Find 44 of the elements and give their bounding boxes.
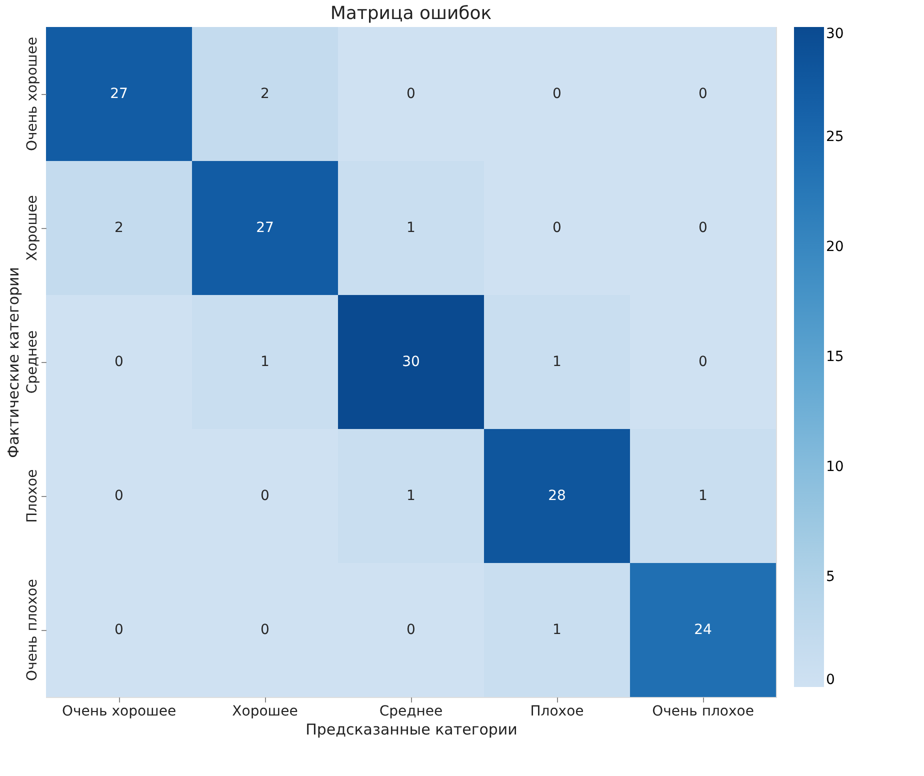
data-label: 1: [552, 354, 562, 370]
color-bar-label: 5: [826, 569, 835, 585]
x-tick-label: Хорошее: [232, 704, 298, 720]
data-label: 2: [114, 220, 124, 236]
data-label: 0: [552, 220, 562, 236]
data-label: 0: [114, 488, 124, 504]
color-bar-label: 10: [826, 459, 844, 475]
y-tick-label: Плохое: [24, 469, 40, 523]
data-label: 0: [406, 86, 416, 102]
x-tick-label: Плохое: [530, 704, 584, 720]
data-label: 1: [698, 488, 708, 504]
data-label: 0: [406, 622, 416, 638]
data-label: 1: [260, 354, 270, 370]
data-label: 0: [114, 354, 124, 370]
y-tick-label: Среднее: [24, 330, 40, 394]
color-bar-label: 0: [826, 672, 835, 688]
x-tick-label: Очень плохое: [652, 704, 754, 720]
data-label: 0: [260, 488, 270, 504]
y-tick-label: Хорошее: [24, 195, 40, 261]
x-tick-label: Среднее: [379, 704, 443, 720]
data-label: 0: [698, 220, 708, 236]
data-label: 28: [548, 488, 566, 504]
color-bar-label: 20: [826, 239, 844, 255]
data-label: 1: [406, 488, 416, 504]
data-label: 0: [114, 622, 124, 638]
data-label: 30: [402, 354, 420, 370]
y-axis-title: Фактические категории: [4, 266, 22, 458]
chart-title: Матрица ошибок: [330, 3, 492, 24]
data-label: 27: [256, 220, 274, 236]
color-bar-label: 15: [826, 349, 844, 365]
data-label: 1: [552, 622, 562, 638]
data-label: 1: [406, 220, 416, 236]
x-tick-label: Очень хорошее: [62, 704, 176, 720]
y-tick-label: Очень хорошее: [24, 36, 40, 152]
data-label: 0: [552, 86, 562, 102]
color-bar-label: 30: [826, 26, 844, 42]
x-axis-title: Предсказанные категории: [306, 720, 518, 738]
data-label: 27: [110, 86, 128, 102]
data-label: 2: [260, 86, 270, 102]
data-label: 0: [698, 354, 708, 370]
data-label: 0: [698, 86, 708, 102]
data-label: 24: [694, 622, 712, 638]
color-bar-label: 25: [826, 129, 844, 145]
data-label: 0: [260, 622, 270, 638]
